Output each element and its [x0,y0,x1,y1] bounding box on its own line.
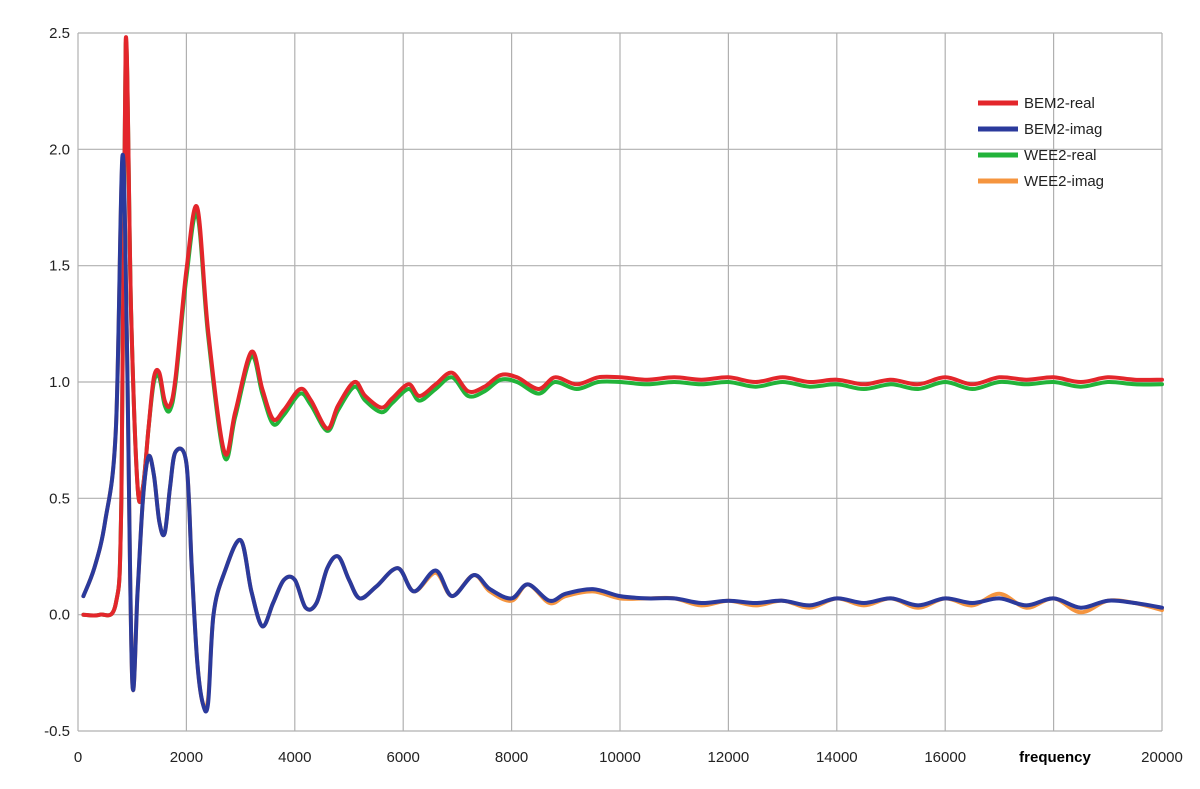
y-tick-label: 0.5 [49,490,70,507]
y-tick-label: 2.5 [49,25,70,42]
x-tick-label: 12000 [708,749,750,766]
series-lines [81,35,1164,714]
grid [77,32,1163,732]
legend-label-wee2-real: WEE2-real [1024,147,1097,164]
x-tick-label: 2000 [170,749,203,766]
x-axis-ticks: 0 2000 4000 6000 8000 10000 12000 14000 16000 200… [74,749,1183,766]
legend-label-bem2-real: BEM2-real [1024,95,1095,112]
series-line-bem2-real [81,35,1164,618]
y-tick-label: 1.0 [49,374,70,391]
x-axis-title: frequency [1019,749,1091,766]
y-tick-label: 0.0 [49,607,70,624]
x-tick-label: 20000 [1141,749,1183,766]
y-tick-label: 1.5 [49,258,70,275]
x-tick-label: 16000 [924,749,966,766]
legend-label-bem2-imag: BEM2-imag [1024,121,1102,138]
y-axis-ticks: -0.5 0.0 0.5 1.0 1.5 2.0 2.5 [44,25,70,740]
series-line-bem2-imag [81,152,1164,714]
x-tick-label: 8000 [495,749,528,766]
x-tick-label: 4000 [278,749,311,766]
legend: BEM2-real BEM2-imag WEE2-real WEE2-imag [978,95,1104,190]
x-tick-label: 14000 [816,749,858,766]
x-tick-label: 0 [74,749,82,766]
y-tick-label: -0.5 [44,723,70,740]
series-line-wee2-imag [81,157,1164,711]
y-tick-label: 2.0 [49,141,70,158]
x-tick-label: 10000 [599,749,641,766]
x-tick-label: 6000 [387,749,420,766]
legend-label-wee2-imag: WEE2-imag [1024,173,1104,190]
